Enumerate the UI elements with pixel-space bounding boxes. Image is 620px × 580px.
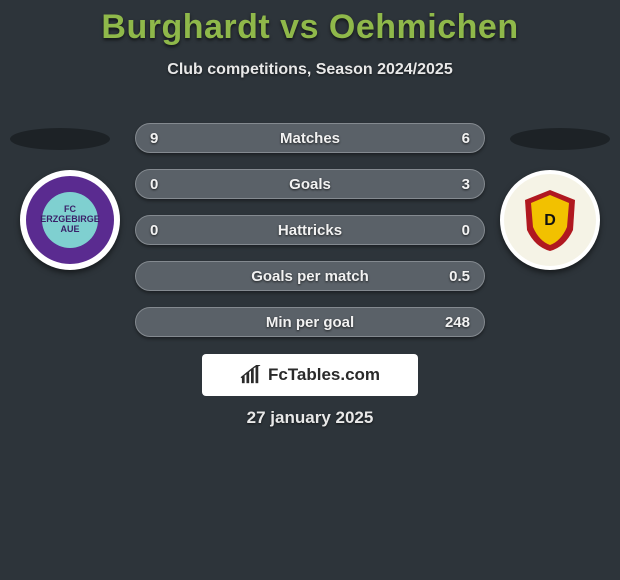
shadow-right <box>510 128 610 150</box>
team-badge-right: D <box>500 170 600 270</box>
stat-label: Hattricks <box>136 222 484 239</box>
subtitle: Club competitions, Season 2024/2025 <box>0 61 620 79</box>
brand-attribution: FcTables.com <box>202 354 418 396</box>
date-stamp: 27 january 2025 <box>0 408 620 428</box>
stat-row: 9 Matches 6 <box>135 123 485 153</box>
stat-label: Matches <box>136 130 484 147</box>
stats-rows: 9 Matches 6 0 Goals 3 0 Hattricks 0 Goal… <box>135 123 485 353</box>
team-badge-left: FC ERZGEBIRGE AUE <box>20 170 120 270</box>
dynamo-dresden-icon: D <box>515 185 585 255</box>
stat-label: Goals per match <box>136 268 484 285</box>
stat-row: 0 Goals 3 <box>135 169 485 199</box>
stat-row: 0 Hattricks 0 <box>135 215 485 245</box>
bar-chart-icon <box>240 365 262 385</box>
stat-row: Goals per match 0.5 <box>135 261 485 291</box>
stat-right-value: 3 <box>462 176 470 193</box>
stat-label: Min per goal <box>136 314 484 331</box>
team-badge-left-text: FC ERZGEBIRGE AUE <box>42 192 98 248</box>
stat-row: Min per goal 248 <box>135 307 485 337</box>
stat-right-value: 0.5 <box>449 268 470 285</box>
shadow-left <box>10 128 110 150</box>
stat-right-value: 248 <box>445 314 470 331</box>
brand-text: FcTables.com <box>268 365 380 385</box>
stat-right-value: 0 <box>462 222 470 239</box>
svg-text:D: D <box>544 212 556 229</box>
page-title: Burghardt vs Oehmichen <box>0 0 620 47</box>
comparison-card: Burghardt vs Oehmichen Club competitions… <box>0 0 620 580</box>
stat-label: Goals <box>136 176 484 193</box>
stat-right-value: 6 <box>462 130 470 147</box>
